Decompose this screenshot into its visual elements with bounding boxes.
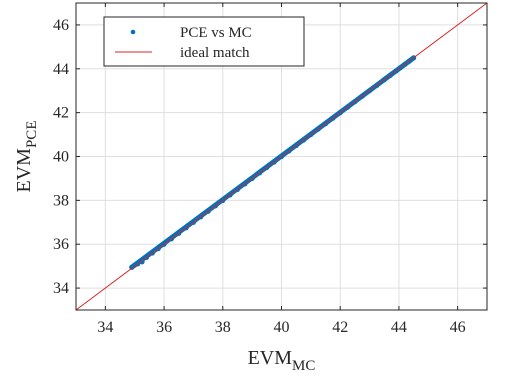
y-tick-label: 46 xyxy=(53,17,69,34)
x-tick-label: 38 xyxy=(215,319,231,336)
axis-ticks xyxy=(76,3,487,310)
y-tick-label: 40 xyxy=(53,149,69,166)
x-tick-label: 46 xyxy=(450,319,466,336)
y-tick-label: 34 xyxy=(53,280,69,297)
legend-label-points: PCE vs MC xyxy=(180,25,252,41)
x-tick-label: 40 xyxy=(274,319,290,336)
x-tick-labels: 34 36 38 40 42 44 46 xyxy=(97,319,465,336)
legend: PCE vs MC ideal match xyxy=(103,16,305,67)
ideal-match-line xyxy=(75,2,488,311)
legend-box xyxy=(103,16,305,67)
y-axis-title-subscript: PCE xyxy=(24,121,40,149)
x-tick-label: 42 xyxy=(332,319,348,336)
y-axis-title: EVMPCE xyxy=(13,121,40,193)
legend-label-line: ideal match xyxy=(180,45,250,61)
x-axis-title: EVMMC xyxy=(248,347,316,374)
y-tick-label: 44 xyxy=(53,61,69,78)
plot-area xyxy=(75,2,488,311)
x-tick-label: 34 xyxy=(97,319,113,336)
y-axis-title-main: EVM xyxy=(13,148,35,193)
legend-marker-points xyxy=(130,29,136,35)
y-tick-label: 38 xyxy=(53,192,69,209)
x-axis-title-subscript: MC xyxy=(292,358,315,374)
y-tick-labels: 34 36 38 40 42 44 46 xyxy=(53,17,69,297)
x-tick-label: 44 xyxy=(391,319,407,336)
y-tick-label: 36 xyxy=(53,236,69,253)
data-point xyxy=(139,259,145,265)
x-tick-label: 36 xyxy=(156,319,172,336)
x-axis-title-main: EVM xyxy=(248,347,293,369)
y-tick-label: 42 xyxy=(53,105,69,122)
